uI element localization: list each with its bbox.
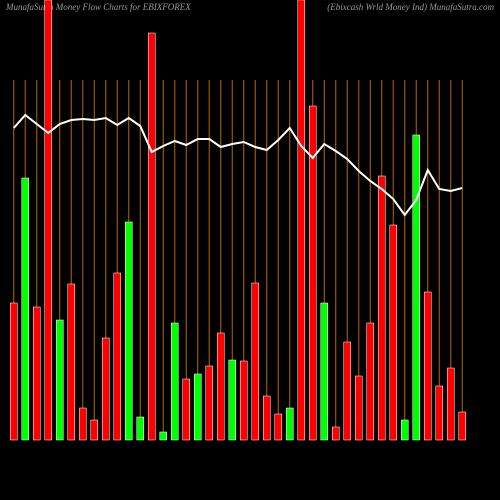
bar [263,395,271,441]
bar [102,337,110,441]
bar [136,416,144,441]
bar [343,341,351,441]
bar [458,411,466,441]
bar [10,302,18,441]
bar [56,319,64,441]
bar [320,302,328,441]
bar [90,419,98,441]
bar [447,367,455,441]
bar [171,322,179,441]
bar [297,0,305,441]
bar [401,419,409,441]
bar [228,359,236,441]
bar [21,177,29,441]
bar [389,224,397,441]
bar [309,105,317,441]
bar [251,282,259,441]
bar [378,175,386,441]
bar [182,378,190,441]
bar [113,272,121,441]
bar [159,431,167,441]
bar [67,283,75,441]
bar [148,32,156,441]
bar [274,413,282,441]
chart-title: MunafaSutra Money Flow Charts for EBIXFO… [5,2,191,12]
bar [240,360,248,441]
bar [44,0,52,441]
bar [424,291,432,441]
bar [194,373,202,441]
bar [435,385,443,441]
bar [125,221,133,441]
bar [355,375,363,441]
chart-subtitle: (Ebixcash Wrld Money Ind) MunafaSutra.co… [327,2,494,12]
bar [332,426,340,441]
bar [412,134,420,441]
bar [205,365,213,441]
bar [33,306,41,441]
bar [286,407,294,441]
bar [79,407,87,441]
bar [217,332,225,441]
money-flow-line [13,113,463,217]
bar [366,322,374,441]
